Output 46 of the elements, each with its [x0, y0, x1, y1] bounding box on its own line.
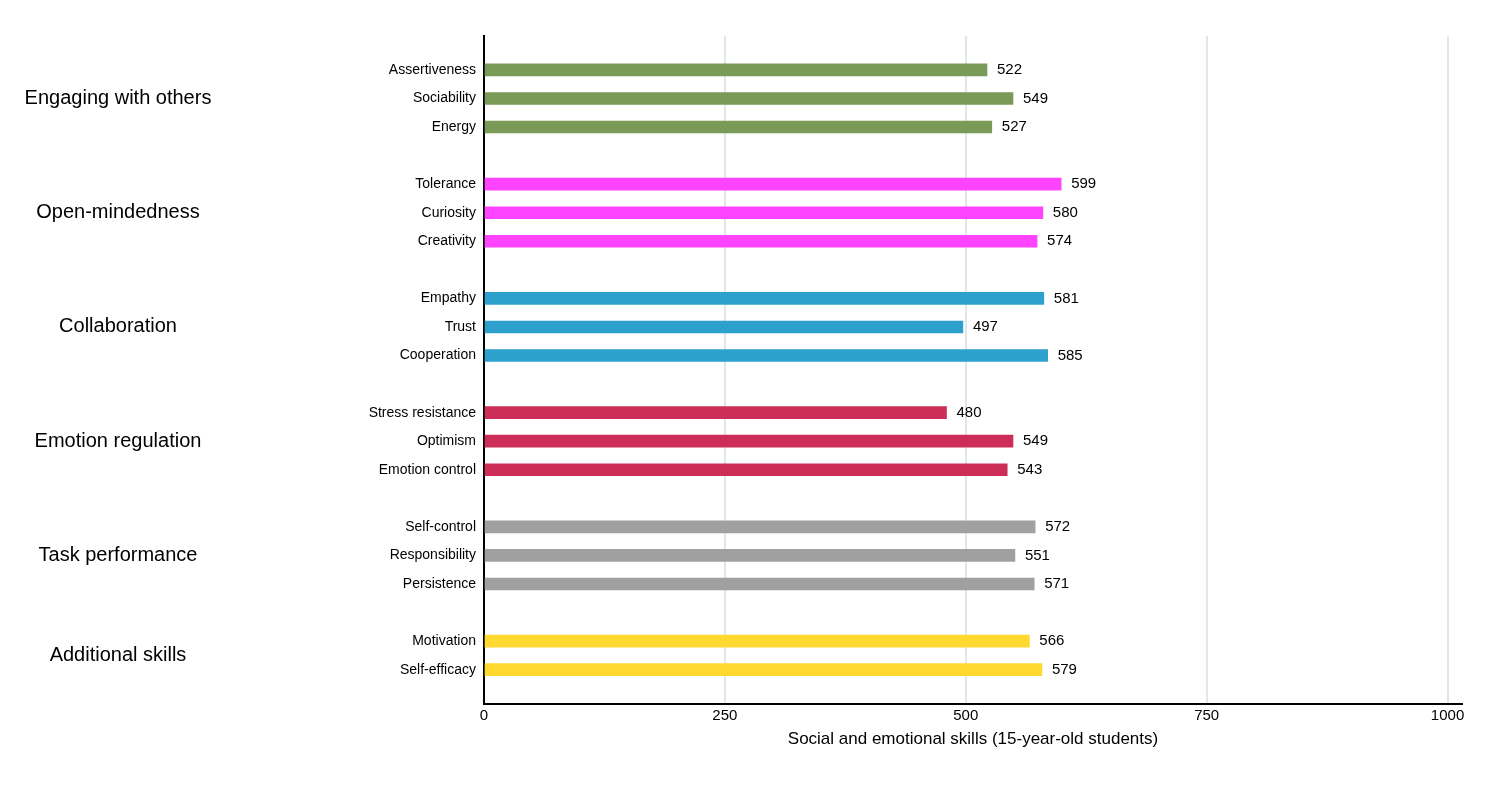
y-tick-label: Cooperation: [399, 346, 476, 363]
data-label: 566: [1039, 631, 1065, 649]
y-tick-label: Assertiveness: [388, 60, 476, 77]
data-label: 571: [1044, 574, 1070, 592]
y-tick-label: Curiosity: [421, 203, 476, 220]
data-label: 579: [1051, 659, 1077, 677]
data-label: 522: [996, 60, 1022, 78]
y-tick-label: Optimism: [416, 432, 476, 449]
data-label: 551: [1024, 545, 1050, 563]
y-tick-label: Emotion control: [378, 460, 476, 477]
data-label: 581: [1053, 288, 1079, 306]
y-tick-label: Self-efficacy: [400, 660, 476, 677]
data-label: 480: [956, 402, 982, 420]
y-tick-label: Tolerance: [415, 175, 477, 192]
data-label: 580: [1052, 202, 1078, 220]
data-label: 543: [1017, 459, 1043, 477]
data-label: 574: [1047, 231, 1073, 249]
text: Engaging with others: [24, 85, 212, 108]
x-axis-title: Social and emotional skills (15-year-old students): [787, 729, 1159, 749]
data-label: 549: [1022, 431, 1049, 449]
data-label: 527: [1001, 117, 1027, 135]
x-tick-label: 750: [1194, 705, 1220, 723]
text: Emotion regulation: [34, 428, 202, 451]
y-tick-label: Creativity: [417, 232, 476, 249]
y-tick-label: Stress resistance: [368, 403, 477, 420]
x-tick-label: 500: [953, 705, 979, 723]
data-label: 572: [1045, 517, 1071, 535]
data-label: 549: [1022, 88, 1049, 106]
y-tick-label: Trust: [444, 317, 477, 334]
text: Task performance: [38, 542, 198, 565]
y-tick-label: Self-control: [405, 517, 476, 534]
y-tick-label: Responsibility: [389, 546, 476, 563]
y-tick-label: Energy: [431, 117, 476, 134]
data-label: 497: [972, 317, 998, 335]
y-tick-label: Sociability: [412, 89, 476, 106]
text: Open-mindedness: [36, 200, 200, 223]
text: Collaboration: [59, 314, 177, 337]
x-tick-label: 0: [479, 705, 489, 723]
data-label: 599: [1071, 174, 1097, 192]
text: Additional skills: [49, 642, 187, 665]
y-tick-label: Motivation: [412, 631, 476, 648]
x-tick-label: 1000: [1430, 705, 1465, 723]
y-tick-label: Empathy: [420, 289, 476, 306]
x-tick-label: 250: [712, 705, 738, 723]
y-tick-label: Persistence: [402, 574, 477, 591]
data-label: 585: [1057, 345, 1083, 363]
